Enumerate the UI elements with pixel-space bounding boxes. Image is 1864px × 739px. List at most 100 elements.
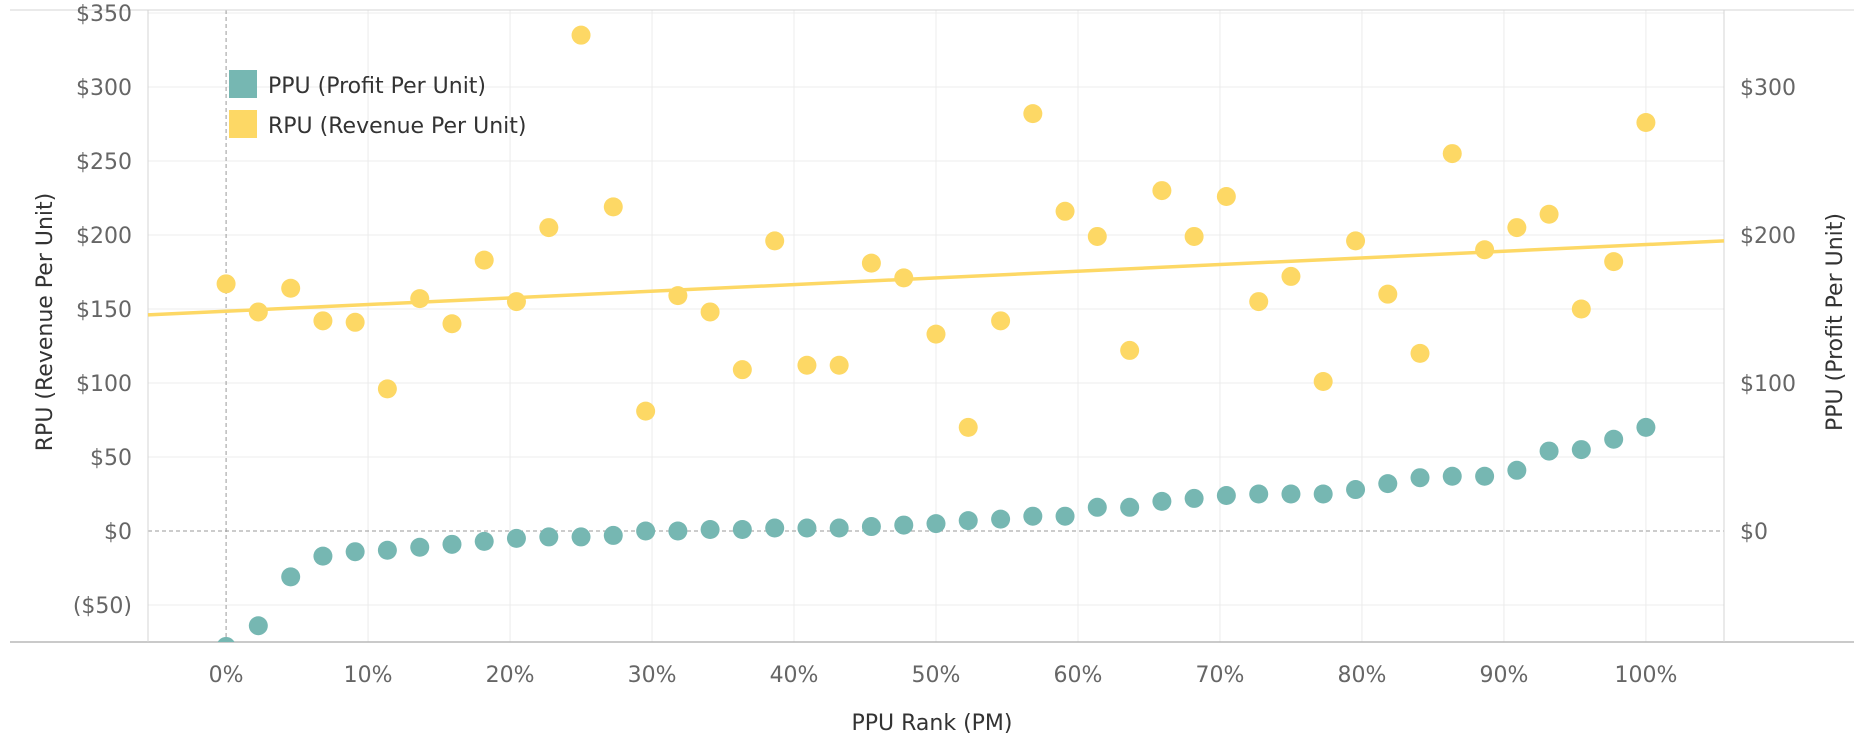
ppu-point[interactable]	[345, 542, 365, 562]
ppu-point[interactable]	[442, 534, 462, 554]
rpu-point[interactable]	[732, 360, 752, 380]
rpu-point[interactable]	[248, 302, 268, 322]
rpu-point[interactable]	[1087, 226, 1107, 246]
ppu-point[interactable]	[765, 518, 785, 538]
rpu-point[interactable]	[958, 417, 978, 437]
rpu-point[interactable]	[829, 355, 849, 375]
ppu-point[interactable]	[636, 521, 656, 541]
rpu-point[interactable]	[1346, 231, 1366, 251]
ppu-point[interactable]	[539, 527, 559, 547]
rpu-point[interactable]	[1023, 104, 1043, 124]
ppu-point[interactable]	[377, 540, 397, 560]
ppu-point[interactable]	[1507, 460, 1527, 480]
rpu-point[interactable]	[894, 268, 914, 288]
rpu-point[interactable]	[1604, 252, 1624, 272]
rpu-point[interactable]	[1184, 226, 1204, 246]
ppu-point[interactable]	[1281, 484, 1301, 504]
ppu-point[interactable]	[958, 511, 978, 531]
rpu-point[interactable]	[1507, 218, 1527, 238]
ppu-point[interactable]	[313, 546, 333, 566]
ppu-point[interactable]	[1055, 506, 1075, 526]
ppu-point[interactable]	[668, 521, 688, 541]
rpu-point[interactable]	[539, 218, 559, 238]
ppu-point[interactable]	[248, 616, 268, 636]
rpu-point[interactable]	[216, 274, 236, 294]
x-tick-label: 40%	[770, 663, 819, 688]
x-axis-title: PPU Rank (PM)	[851, 711, 1012, 736]
ppu-point[interactable]	[1087, 497, 1107, 517]
ppu-point[interactable]	[1120, 497, 1140, 517]
ppu-point[interactable]	[1475, 466, 1495, 486]
rpu-point[interactable]	[1571, 299, 1591, 319]
rpu-point[interactable]	[668, 286, 688, 306]
rpu-point[interactable]	[377, 379, 397, 399]
rpu-point[interactable]	[1475, 240, 1495, 260]
rpu-point[interactable]	[571, 25, 591, 45]
ppu-point[interactable]	[410, 537, 430, 557]
rpu-point[interactable]	[442, 314, 462, 334]
y-right-tick-label: $100	[1740, 372, 1796, 397]
rpu-point[interactable]	[603, 197, 623, 217]
rpu-point[interactable]	[1442, 144, 1462, 164]
rpu-point[interactable]	[700, 302, 720, 322]
rpu-point[interactable]	[281, 278, 301, 298]
ppu-point[interactable]	[926, 514, 946, 534]
rpu-point[interactable]	[1281, 266, 1301, 286]
ppu-point[interactable]	[1539, 441, 1559, 461]
x-tick-label: 10%	[344, 663, 393, 688]
rpu-point[interactable]	[1313, 372, 1333, 392]
rpu-point[interactable]	[1636, 112, 1656, 132]
rpu-point[interactable]	[636, 401, 656, 421]
ppu-point[interactable]	[700, 520, 720, 540]
ppu-point[interactable]	[991, 509, 1011, 529]
ppu-point[interactable]	[1023, 506, 1043, 526]
rpu-point[interactable]	[1152, 181, 1172, 201]
rpu-point[interactable]	[1378, 284, 1398, 304]
rpu-point[interactable]	[410, 289, 430, 309]
ppu-point[interactable]	[1216, 485, 1236, 505]
ppu-point[interactable]	[1571, 440, 1591, 460]
ppu-point[interactable]	[1249, 484, 1269, 504]
ppu-point[interactable]	[474, 531, 494, 551]
rpu-point[interactable]	[926, 324, 946, 344]
ppu-point[interactable]	[506, 528, 526, 548]
rpu-point[interactable]	[345, 312, 365, 332]
trend-layer	[147, 239, 1725, 317]
y-axis-left-title: RPU (Revenue Per Unit)	[33, 193, 58, 451]
rpu-point[interactable]	[765, 231, 785, 251]
ppu-point[interactable]	[1442, 466, 1462, 486]
ppu-point[interactable]	[1152, 491, 1172, 511]
rpu-point[interactable]	[861, 253, 881, 273]
rpu-point[interactable]	[474, 250, 494, 270]
ppu-point[interactable]	[1346, 480, 1366, 500]
legend-label-ppu: PPU (Profit Per Unit)	[268, 74, 486, 99]
rpu-point[interactable]	[313, 311, 333, 331]
rpu-point[interactable]	[1055, 201, 1075, 221]
ppu-point[interactable]	[1313, 484, 1333, 504]
rpu-point[interactable]	[1410, 343, 1430, 363]
ppu-point[interactable]	[797, 518, 817, 538]
rpu-point[interactable]	[506, 292, 526, 312]
ppu-point[interactable]	[1378, 474, 1398, 494]
ppu-point[interactable]	[1410, 468, 1430, 488]
rpu-point[interactable]	[1216, 186, 1236, 206]
y-left-tick-label: $0	[104, 520, 132, 545]
x-tick-label: 0%	[209, 663, 244, 688]
ppu-point[interactable]	[1604, 429, 1624, 449]
ppu-point[interactable]	[603, 525, 623, 545]
ppu-point[interactable]	[571, 527, 591, 547]
ppu-point[interactable]	[861, 517, 881, 537]
ppu-point[interactable]	[217, 636, 236, 656]
legend-label-rpu: RPU (Revenue Per Unit)	[268, 114, 526, 139]
rpu-point[interactable]	[991, 311, 1011, 331]
rpu-point[interactable]	[1120, 340, 1140, 360]
rpu-point[interactable]	[797, 355, 817, 375]
ppu-point[interactable]	[894, 515, 914, 535]
ppu-point[interactable]	[732, 520, 752, 540]
ppu-point[interactable]	[829, 518, 849, 538]
ppu-point[interactable]	[281, 567, 301, 587]
ppu-point[interactable]	[1636, 417, 1656, 437]
rpu-point[interactable]	[1539, 204, 1559, 224]
ppu-point[interactable]	[1184, 488, 1204, 508]
rpu-point[interactable]	[1249, 292, 1269, 312]
